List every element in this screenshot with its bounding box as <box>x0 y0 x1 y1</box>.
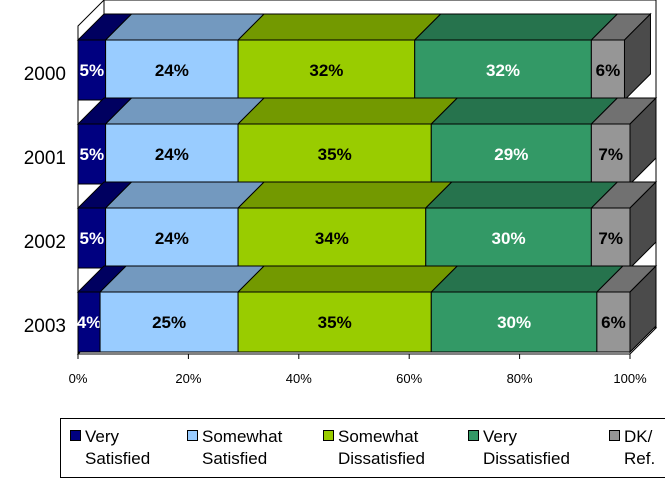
legend-label: Somewhat Dissatisfied <box>338 427 425 468</box>
x-tick-label: 40% <box>286 371 312 386</box>
bar-segment <box>237 39 416 101</box>
data-label: 5% <box>80 145 105 164</box>
bar-segment <box>77 207 107 269</box>
bar-top-face <box>236 181 453 209</box>
data-label: 24% <box>155 229 189 248</box>
bar-top-face <box>430 97 619 125</box>
bar-top-face <box>104 13 266 41</box>
bar-segment <box>99 291 239 353</box>
bar-segment <box>77 123 107 185</box>
bar-segment <box>77 39 107 101</box>
data-label: 34% <box>315 229 349 248</box>
category-label: 2000 <box>24 64 66 85</box>
data-label: 30% <box>492 229 526 248</box>
legend-label: Very Dissatisfied <box>483 427 570 468</box>
data-label: 6% <box>596 61 621 80</box>
data-label: 6% <box>601 313 626 332</box>
data-label: 7% <box>598 229 623 248</box>
data-label: 5% <box>80 61 105 80</box>
bar-top-face <box>98 265 266 293</box>
legend-swatch <box>468 430 479 441</box>
data-label: 4% <box>77 313 102 332</box>
category-label: 2003 <box>24 316 66 337</box>
bar-segment <box>105 123 239 185</box>
data-label: 25% <box>152 313 186 332</box>
data-label: 7% <box>598 145 623 164</box>
data-label: 32% <box>486 61 520 80</box>
legend-swatch <box>187 430 198 441</box>
x-tick-label: 0% <box>69 371 88 386</box>
chart-legend: Very Satisfied Somewhat Satisfied Somewh… <box>60 418 665 478</box>
bar-segment <box>105 207 239 269</box>
legend-swatch <box>70 430 81 441</box>
category-label: 2001 <box>24 148 66 169</box>
bar-segment <box>105 39 239 101</box>
bar-segment <box>590 39 625 101</box>
bar-segment <box>425 207 592 269</box>
stacked-bar-chart: 5% 24% 32% 32% 6% 2000 5% 24% 35% 29% 7% 2001 5% 24% 3… <box>24 0 658 386</box>
bar-segment <box>430 123 592 185</box>
category-label: 2002 <box>24 232 66 253</box>
x-tick-label: 80% <box>507 371 533 386</box>
bar-segment <box>430 291 598 353</box>
bar-side-face <box>629 264 657 354</box>
bar-top-face <box>236 265 459 293</box>
x-tick-label: 100% <box>613 371 647 386</box>
x-tick-label: 20% <box>175 371 201 386</box>
bar-top-face <box>413 13 619 41</box>
bar-segment <box>237 207 427 269</box>
bar-top-face <box>424 181 619 209</box>
bar-top-face <box>104 181 266 209</box>
bar-segment <box>596 291 631 353</box>
legend-label: DK/ Ref. <box>624 427 656 468</box>
data-label: 35% <box>318 145 352 164</box>
bar-top-face <box>430 265 625 293</box>
data-label: 24% <box>155 145 189 164</box>
data-label: 29% <box>494 145 528 164</box>
bar-top-face <box>236 13 442 41</box>
bar-side-face <box>629 180 657 270</box>
legend-swatch <box>609 430 620 441</box>
bar-top-face <box>236 97 459 125</box>
bar-side-face <box>629 96 657 186</box>
data-label: 24% <box>155 61 189 80</box>
x-tick-label: 60% <box>396 371 422 386</box>
legend-label: Very Satisfied <box>85 427 151 468</box>
bar-top-face <box>104 97 266 125</box>
data-label: 30% <box>497 313 531 332</box>
data-label: 35% <box>318 313 352 332</box>
legend-swatch <box>323 430 334 441</box>
data-label: 32% <box>309 61 343 80</box>
legend-label: Somewhat Satisfied <box>202 427 283 468</box>
bar-segment <box>590 207 631 269</box>
bar-segment <box>237 291 432 353</box>
data-label: 5% <box>80 229 105 248</box>
bar-side-face <box>623 12 651 102</box>
